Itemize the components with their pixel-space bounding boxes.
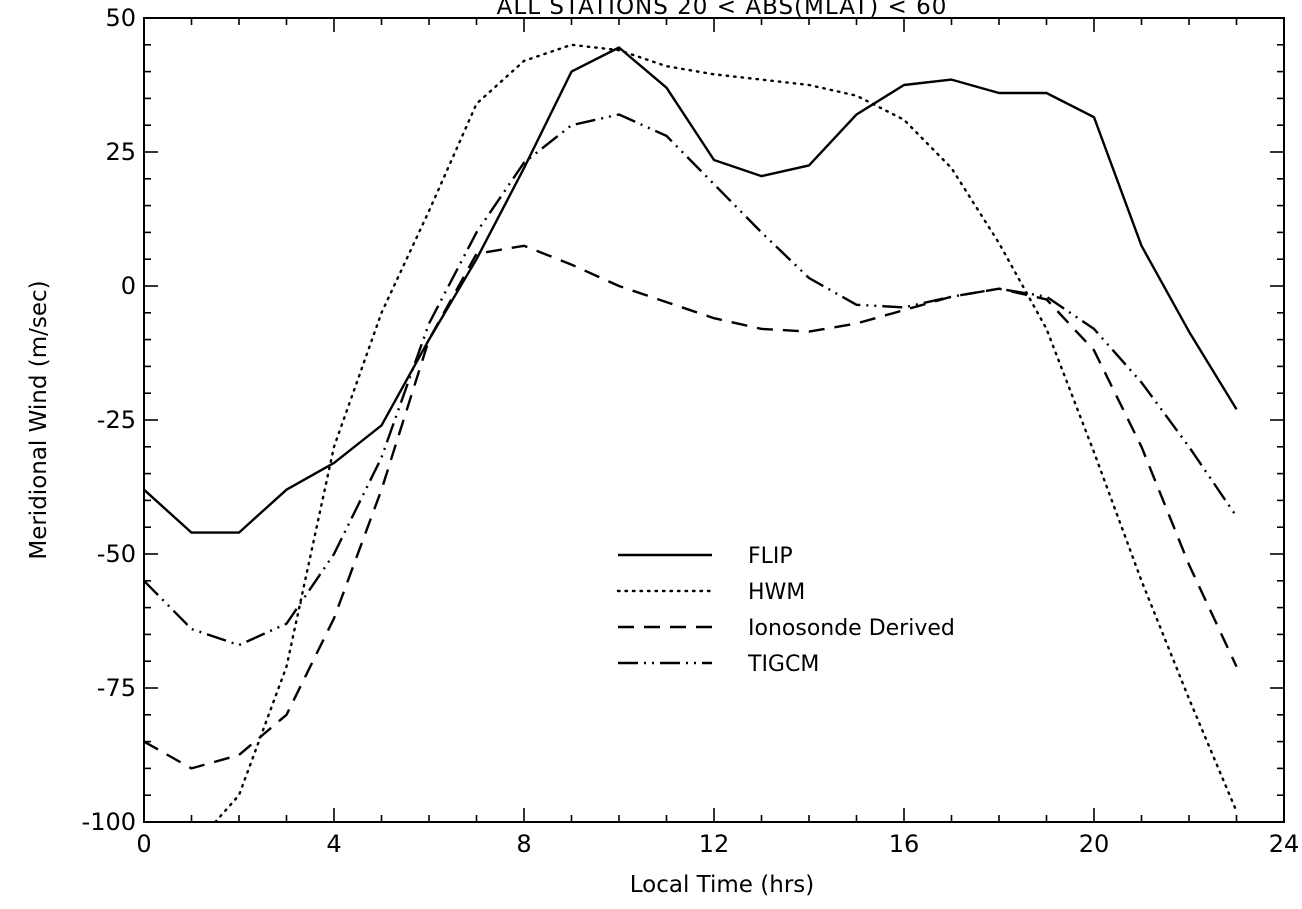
axis-ticks: 0 4 8 12 16 20 24 -100 -75 -50 -25 0 25 50 <box>82 4 1300 858</box>
legend-label: Ionosonde Derived <box>748 616 955 641</box>
x-tick-label: 20 <box>1079 830 1110 858</box>
x-tick-label: 12 <box>699 830 730 858</box>
plot-frame <box>143 17 1285 823</box>
series-line-flip <box>144 46 1238 534</box>
y-axis-title: Meridional Wind (m/sec) <box>26 280 52 559</box>
y-tick-label: 50 <box>105 4 136 32</box>
legend-label: HWM <box>748 580 805 605</box>
plot-border <box>143 17 1285 823</box>
legend-label: FLIP <box>748 544 793 569</box>
x-tick-label: 4 <box>326 830 341 858</box>
y-tick-label: 0 <box>121 272 136 300</box>
y-tick-label: -75 <box>97 674 136 702</box>
y-tick-label: 25 <box>105 138 136 166</box>
x-tick-label: 16 <box>889 830 920 858</box>
series-line-ionosonde-derived <box>144 244 1238 770</box>
x-tick-label: 24 <box>1269 830 1300 858</box>
y-tick-label: -25 <box>97 406 136 434</box>
series-line-tigcm <box>144 113 1238 647</box>
x-tick-label: 0 <box>136 830 151 858</box>
series-line-hwm <box>214 43 1238 822</box>
x-axis-title: Local Time (hrs) <box>630 872 814 898</box>
series-layer <box>144 43 1238 822</box>
x-tick-label: 8 <box>516 830 531 858</box>
y-tick-label: -50 <box>97 540 136 568</box>
y-tick-label: -100 <box>82 808 136 836</box>
chart-title: ALL STATIONS 20 < ABS(MLAT) < 60 <box>497 0 948 20</box>
legend: FLIP HWM Ionosonde Derived TIGCM <box>616 544 955 677</box>
legend-label: TIGCM <box>747 652 819 677</box>
